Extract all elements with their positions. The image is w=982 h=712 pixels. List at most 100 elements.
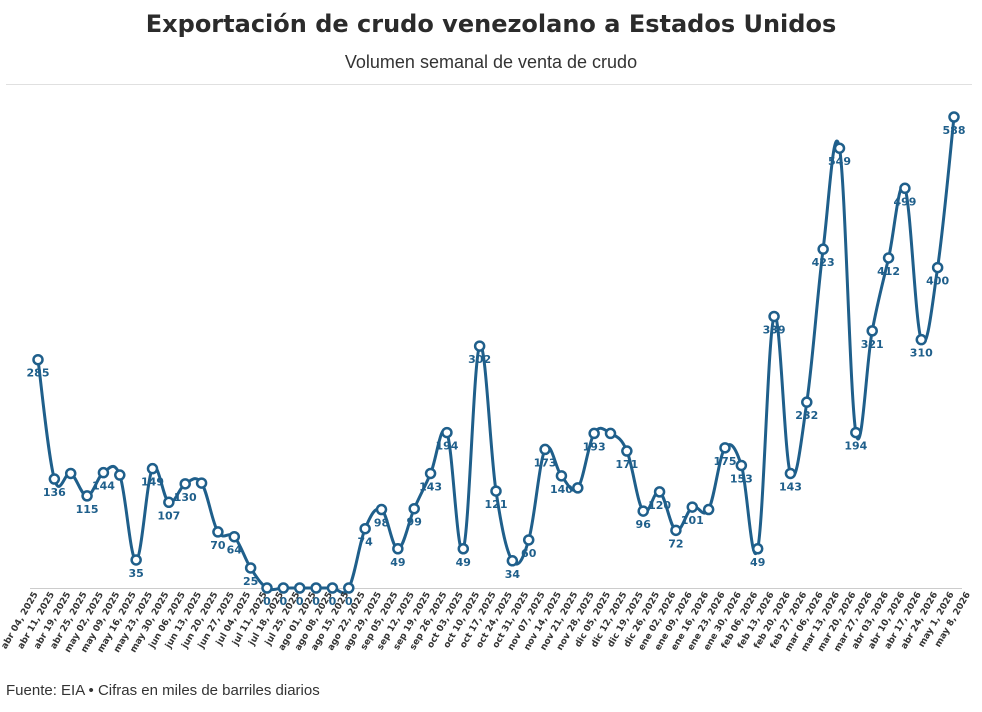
- data-point: [179, 478, 191, 490]
- data-point: [751, 543, 764, 555]
- data-label: 121: [485, 498, 508, 511]
- data-point: [490, 485, 502, 497]
- data-label: 49: [390, 556, 405, 569]
- data-point: [32, 353, 44, 366]
- data-point: [621, 445, 633, 457]
- data-point: [48, 473, 61, 485]
- data-label: 549: [828, 155, 851, 168]
- data-label: 136: [43, 486, 66, 499]
- data-point: [539, 443, 551, 456]
- data-point: [637, 505, 649, 517]
- data-label: 285: [27, 367, 50, 380]
- data-point: [228, 530, 241, 543]
- data-point: [310, 582, 322, 594]
- data-point: [277, 582, 290, 594]
- data-label: 115: [76, 503, 99, 516]
- data-label: 35: [128, 567, 143, 580]
- data-point: [261, 582, 273, 594]
- data-label: 101: [681, 514, 704, 527]
- data-label: 72: [668, 537, 683, 550]
- data-label: 64: [227, 544, 243, 557]
- data-point: [64, 467, 77, 480]
- data-label: 143: [419, 480, 442, 493]
- data-point: [81, 490, 93, 502]
- data-point: [768, 310, 780, 323]
- data-label: 98: [374, 517, 389, 530]
- data-label: 96: [636, 518, 652, 531]
- data-label: 143: [779, 480, 802, 493]
- data-label: 310: [910, 347, 933, 360]
- data-point: [506, 555, 519, 567]
- data-point: [195, 477, 208, 489]
- data-point: [866, 325, 878, 337]
- data-point: [948, 111, 960, 123]
- data-point: [670, 524, 682, 537]
- data-point: [212, 526, 224, 538]
- data-label: 49: [456, 556, 471, 569]
- data-point: [473, 340, 486, 352]
- data-label: 60: [521, 547, 537, 560]
- data-point: [686, 501, 699, 513]
- data-point: [375, 503, 388, 516]
- data-label: 193: [583, 440, 606, 453]
- data-point: [572, 482, 584, 494]
- chart-subtitle: Volumen semanal de venta de crudo: [344, 52, 638, 72]
- data-label: 194: [435, 440, 458, 453]
- data-point: [915, 333, 928, 346]
- data-point: [555, 470, 568, 482]
- data-label: 499: [893, 195, 916, 208]
- data-label: 302: [468, 353, 491, 366]
- data-label: 412: [877, 265, 900, 278]
- data-label: 107: [157, 509, 180, 522]
- title-divider: [6, 84, 972, 85]
- data-point: [97, 466, 110, 479]
- data-label: 144: [92, 480, 115, 493]
- data-label: 120: [648, 499, 671, 512]
- data-label: 49: [750, 556, 765, 569]
- data-point: [441, 426, 453, 439]
- data-point: [719, 442, 731, 454]
- chart-title: Exportación de crudo venezolano a Estado…: [145, 10, 837, 38]
- data-point: [424, 467, 437, 480]
- data-label: 153: [730, 472, 753, 485]
- data-label: 34: [505, 568, 521, 581]
- data-point: [522, 534, 535, 546]
- data-label: 0: [280, 595, 288, 608]
- data-point: [457, 543, 470, 555]
- data-label: 0: [312, 595, 320, 608]
- data-point: [114, 469, 126, 481]
- data-point: [702, 503, 715, 516]
- data-point: [146, 462, 159, 475]
- data-point: [343, 582, 355, 594]
- data-label: 194: [844, 440, 867, 453]
- data-point: [408, 502, 420, 515]
- data-point: [326, 582, 339, 594]
- data-point: [588, 427, 600, 440]
- data-point: [882, 252, 895, 264]
- data-label: 321: [861, 338, 884, 351]
- data-label: 0: [329, 595, 337, 608]
- data-label: 74: [357, 536, 373, 549]
- data-label: 140: [550, 483, 573, 496]
- data-point: [931, 261, 944, 274]
- data-label: 588: [943, 124, 966, 137]
- data-label: 0: [263, 595, 271, 608]
- data-label: 339: [763, 323, 786, 336]
- data-point: [899, 182, 911, 195]
- data-label: 175: [714, 455, 737, 468]
- data-label: 232: [795, 409, 818, 422]
- data-point: [784, 467, 797, 480]
- data-label: 130: [174, 491, 197, 504]
- data-point: [293, 582, 306, 594]
- data-point: [359, 522, 371, 535]
- data-label: 0: [345, 595, 353, 608]
- data-label: 400: [926, 275, 949, 288]
- data-point: [801, 396, 813, 408]
- data-label: 25: [243, 575, 258, 588]
- data-label: 423: [812, 256, 835, 269]
- source-note: Fuente: EIA • Cifras en miles de barrile…: [6, 682, 320, 699]
- data-point: [817, 243, 829, 255]
- data-label: 70: [210, 539, 226, 552]
- data-point: [735, 459, 748, 472]
